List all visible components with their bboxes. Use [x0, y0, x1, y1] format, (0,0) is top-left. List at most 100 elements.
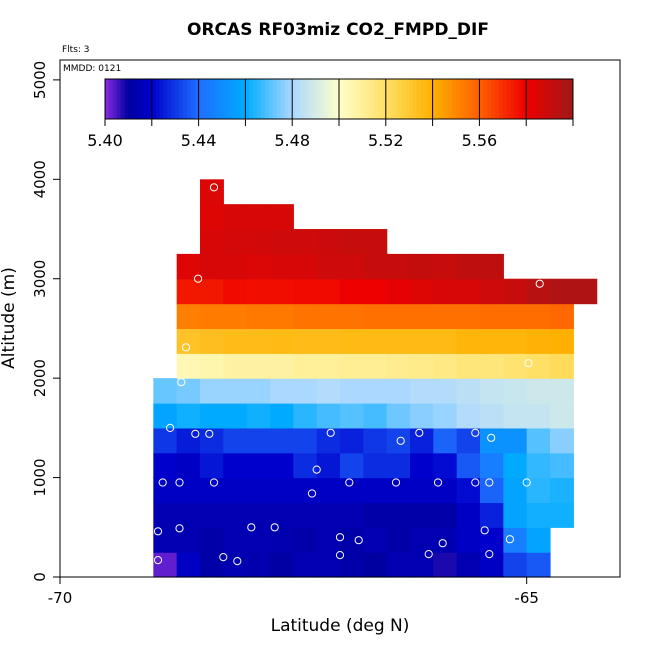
- cell-r2-c11: [410, 502, 434, 528]
- cell-r1-c15: [503, 527, 528, 553]
- y-tick-label-0: 0: [31, 572, 49, 582]
- cell-r1-c16: [526, 527, 551, 553]
- colorbar-segment-35: [241, 79, 246, 119]
- cell-r0-c7: [316, 552, 341, 578]
- cell-r10-c9: [386, 303, 411, 330]
- cell-r0-c12: [433, 552, 458, 578]
- cell-r7-c13: [456, 378, 481, 404]
- colorbar-segment-118: [565, 79, 570, 119]
- cell-r3-c11: [410, 477, 434, 504]
- cell-r2-c10: [386, 502, 411, 528]
- cell-r7-c2: [200, 378, 224, 404]
- cell-r7-c1: [176, 378, 201, 404]
- cell-r0-c14: [480, 552, 504, 578]
- colorbar-segment-8: [136, 79, 141, 119]
- colorbar-segment-106: [518, 79, 523, 119]
- cell-r4-c0: [153, 452, 178, 479]
- cell-r0-c1: [176, 552, 201, 578]
- cell-r3-c8: [340, 477, 364, 504]
- colorbar-segment-39: [257, 79, 262, 119]
- cell-r12-c6: [316, 253, 341, 280]
- sample-point-7: [335, 551, 345, 560]
- cell-r4-c16: [526, 452, 551, 479]
- colorbar-tick-label-3: 5.52: [368, 131, 404, 150]
- colorbar-segment-50: [300, 79, 305, 119]
- sample-point-0: [153, 556, 163, 565]
- sample-point-26: [166, 423, 175, 432]
- sample-point-12: [480, 526, 489, 535]
- colorbar-segment-64: [354, 79, 359, 119]
- sample-point-35: [181, 343, 191, 352]
- cell-r13-c3: [270, 229, 294, 255]
- cell-r3-c16: [526, 477, 551, 504]
- cell-r7-c14: [480, 378, 504, 404]
- cell-r8-c10: [410, 353, 434, 379]
- cell-r6-c10: [386, 403, 411, 429]
- cell-r9-c13: [480, 328, 504, 354]
- cell-r3-c9: [363, 477, 388, 504]
- cell-r4-c5: [270, 452, 294, 479]
- cell-r9-c5: [293, 328, 318, 354]
- colorbar-segment-115: [553, 79, 558, 119]
- cell-r11-c5: [293, 278, 318, 305]
- cell-r2-c14: [480, 502, 504, 528]
- colorbar-segment-72: [385, 79, 391, 119]
- colorbar-segment-34: [237, 79, 242, 119]
- sample-point-29: [326, 428, 335, 437]
- cell-r7-c6: [293, 378, 318, 404]
- colorbar-segment-95: [475, 79, 480, 119]
- cell-r11-c16: [550, 278, 574, 305]
- cell-r6-c12: [433, 403, 458, 429]
- cell-r5-c9: [363, 427, 388, 454]
- colorbar-segment-76: [401, 79, 406, 119]
- colorbar-segment-99: [491, 79, 496, 119]
- cell-r13-c4: [293, 229, 318, 255]
- cell-r15-c0: [200, 179, 224, 205]
- cell-r0-c6: [293, 552, 318, 578]
- colorbar-tick-label-2: 5.48: [274, 131, 310, 150]
- cell-r2-c15: [503, 502, 528, 528]
- cell-r0-c15: [503, 552, 528, 578]
- sample-points: [153, 183, 544, 566]
- cell-r12-c9: [386, 253, 411, 280]
- colorbar-segment-4: [120, 79, 125, 119]
- colorbar-segment-92: [463, 79, 469, 119]
- cell-r3-c10: [386, 477, 411, 504]
- colorbar-segment-53: [311, 79, 317, 119]
- cell-r10-c7: [340, 303, 364, 330]
- colorbar-segment-27: [210, 79, 215, 119]
- colorbar-segment-17: [171, 79, 176, 119]
- cell-r1-c13: [456, 527, 481, 553]
- colorbar-segment-113: [545, 79, 551, 119]
- cell-r6-c7: [316, 403, 341, 429]
- cell-r11-c0: [176, 278, 201, 305]
- cell-r7-c16: [526, 378, 551, 404]
- sample-point-16: [175, 478, 184, 487]
- cell-r4-c15: [503, 452, 528, 479]
- cell-r7-c15: [503, 378, 528, 404]
- colorbar-segment-88: [448, 79, 453, 119]
- colorbar-segment-108: [526, 79, 531, 119]
- cell-r12-c10: [410, 253, 434, 280]
- cell-r12-c1: [200, 253, 224, 280]
- cell-r0-c11: [410, 552, 434, 578]
- cell-r5-c8: [340, 427, 364, 454]
- sample-point-24: [485, 478, 494, 487]
- colorbar-segment-56: [323, 79, 328, 119]
- cell-r3-c5: [270, 477, 294, 504]
- colorbar-segment-74: [393, 79, 398, 119]
- colorbar-segment-59: [335, 79, 340, 119]
- colorbar-tick-label-0: 5.40: [87, 131, 123, 150]
- cell-r14-c0: [200, 204, 224, 230]
- cell-r5-c0: [153, 427, 178, 454]
- cell-r10-c0: [176, 303, 201, 330]
- cell-r5-c12: [433, 427, 458, 454]
- cell-r5-c6: [293, 427, 318, 454]
- cell-r6-c5: [270, 403, 294, 429]
- cell-r12-c4: [270, 253, 294, 280]
- cell-r12-c7: [340, 253, 364, 280]
- colorbar-segment-65: [358, 79, 363, 119]
- colorbar-segment-60: [339, 79, 344, 119]
- cell-r1-c8: [340, 527, 364, 553]
- sample-point-38: [524, 359, 533, 368]
